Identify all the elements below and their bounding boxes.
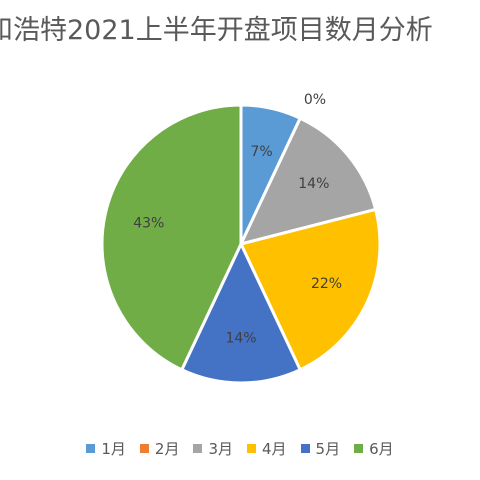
legend-label: 6月 (369, 440, 394, 458)
legend-item-month-6: 6月 (354, 438, 394, 459)
pie-slice-month-4 (239, 207, 382, 372)
pie-slices (100, 103, 382, 385)
legend-label: 2月 (154, 440, 180, 458)
legend-label: 5月 (315, 440, 341, 458)
legend-swatch (300, 444, 310, 453)
legend-item-month-5: 5月 (300, 438, 341, 459)
data-label-month-6: 43% (133, 215, 164, 231)
data-label-month-1: 7% (251, 144, 273, 160)
legend-label: 4月 (262, 440, 287, 458)
pie-slice-month-3 (239, 116, 378, 246)
pie-slice-month-6 (100, 103, 243, 372)
data-label-month-4: 22% (311, 276, 342, 292)
pie-data-labels: 7% 0% 14% 22% 14% 43% (133, 92, 342, 347)
data-label-month-5: 14% (225, 331, 256, 347)
chart-legend: 1月 2月 3月 4月 5月 6月 (0, 438, 480, 459)
data-label-month-2: 0% (304, 92, 326, 108)
legend-item-month-4: 4月 (247, 438, 287, 459)
legend-swatch (139, 444, 149, 453)
legend-item-month-2: 2月 (139, 438, 180, 459)
legend-item-month-3: 3月 (193, 438, 233, 459)
pie-slice-month-5 (180, 242, 302, 385)
legend-swatch (247, 444, 256, 453)
legend-swatch (193, 444, 203, 453)
legend-item-month-1: 1月 (86, 438, 126, 459)
legend-label: 1月 (101, 440, 126, 458)
chart-title: 和浩特2021上半年开盘项目数月分析 (0, 15, 433, 46)
data-label-month-3: 14% (298, 176, 329, 192)
legend-swatch (86, 444, 96, 453)
legend-swatch (354, 444, 364, 453)
legend-label: 3月 (208, 440, 233, 458)
